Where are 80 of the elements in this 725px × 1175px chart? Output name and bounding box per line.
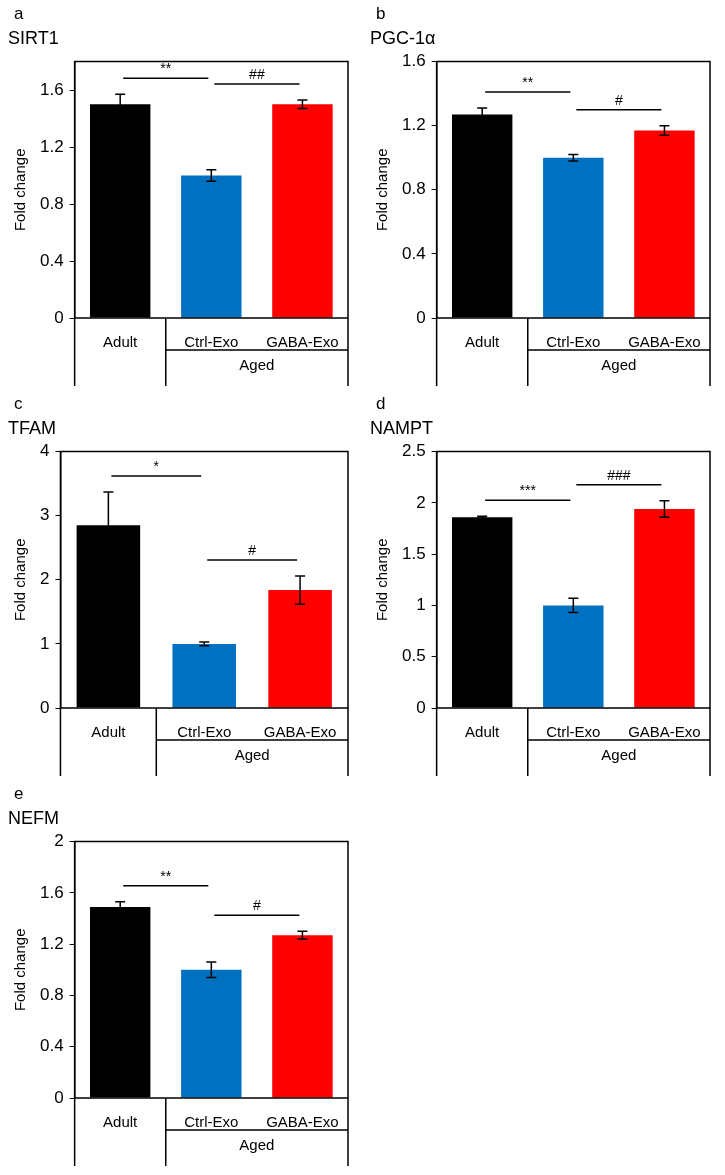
x-tick-label: Adult — [91, 723, 127, 741]
y-tick-label: 0.5 — [401, 646, 426, 666]
y-axis-title: Fold change — [11, 148, 29, 232]
x-tick-label: Ctrl-Exo — [184, 1113, 239, 1131]
y-tick-label: 1.2 — [401, 115, 426, 135]
text: a — [14, 3, 24, 23]
y-tick-label: 0.4 — [401, 243, 426, 263]
x-tick-label: GABA-Exo — [263, 723, 337, 741]
x-tick-label: GABA-Exo — [628, 333, 701, 351]
y-tick-label: 0.4 — [39, 250, 64, 270]
bar — [181, 969, 242, 1098]
x-tick-label: GABA-Exo — [266, 1113, 339, 1131]
y-tick-label: 0 — [416, 697, 426, 717]
bar — [543, 157, 604, 318]
y-axis-title: Fold change — [373, 538, 391, 622]
bar — [634, 130, 695, 318]
y-tick-label: 3 — [39, 505, 50, 525]
y-tick-label: 2 — [416, 492, 426, 512]
annotation: ## — [249, 65, 265, 82]
y-tick-label: 1.2 — [39, 933, 64, 953]
bar — [272, 935, 333, 1098]
y-tick-label: 1 — [416, 595, 426, 615]
text: d — [376, 393, 386, 413]
x-tick-label: Ctrl-Exo — [177, 723, 232, 741]
chart-title: PGC-1α — [370, 27, 436, 48]
annotation: # — [252, 897, 261, 914]
bar — [634, 509, 695, 708]
y-tick-label: 0 — [416, 307, 426, 327]
y-tick-label: 1.6 — [39, 882, 64, 902]
y-tick-label: 0.4 — [39, 1036, 64, 1056]
x-tick-label: GABA-Exo — [266, 333, 339, 351]
x-tick-label: Adult — [465, 333, 501, 351]
x-tick-label: Ctrl-Exo — [546, 723, 601, 741]
text: e — [14, 783, 24, 803]
annotation: ** — [522, 73, 534, 90]
y-tick-label: 0 — [54, 1087, 64, 1107]
annotation: # — [248, 541, 257, 558]
text: Aged — [601, 746, 637, 764]
annotation: * — [153, 457, 160, 474]
y-tick-label: 0.8 — [39, 985, 64, 1005]
y-axis-title: Fold change — [373, 148, 391, 232]
y-tick-label: 0 — [54, 307, 64, 327]
y-tick-label: 0 — [39, 697, 50, 717]
text: Aged — [239, 356, 275, 374]
text: Aged — [234, 746, 270, 764]
y-tick-label: 1.6 — [39, 79, 64, 99]
y-tick-label: 1 — [39, 633, 50, 653]
chart-title: TFAM — [8, 417, 56, 438]
annotation: *** — [519, 482, 537, 499]
y-tick-label: 4 — [39, 441, 50, 461]
annotation: ** — [160, 867, 172, 884]
bar — [543, 605, 604, 708]
x-tick-label: Ctrl-Exo — [546, 333, 601, 351]
text: b — [376, 3, 386, 23]
y-tick-label: 2 — [54, 831, 64, 851]
y-tick-label: 1.5 — [401, 543, 426, 563]
x-tick-label: Adult — [103, 1113, 139, 1131]
y-tick-label: 1.2 — [39, 136, 64, 156]
x-tick-label: Adult — [103, 333, 139, 351]
annotation: ### — [607, 466, 631, 483]
y-tick-label: 2.5 — [401, 441, 426, 461]
chart-title: NAMPT — [370, 417, 433, 438]
y-axis-title: Fold change — [11, 538, 29, 622]
text: Aged — [601, 356, 637, 374]
bar — [268, 590, 332, 708]
x-tick-label: GABA-Exo — [628, 723, 701, 741]
bar — [172, 643, 236, 708]
y-axis-title: Fold change — [11, 928, 29, 1012]
x-tick-label: Ctrl-Exo — [184, 333, 239, 351]
y-tick-label: 1.6 — [401, 51, 426, 71]
text: Aged — [239, 1136, 275, 1154]
annotation: ** — [160, 60, 172, 77]
y-tick-label: 0.8 — [401, 179, 426, 199]
text: c — [14, 393, 23, 413]
chart-title: NEFM — [8, 807, 59, 828]
x-tick-label: Adult — [465, 723, 501, 741]
chart-title: SIRT1 — [8, 27, 59, 48]
y-tick-label: 0.8 — [39, 193, 64, 213]
y-tick-label: 2 — [39, 569, 50, 589]
annotation: # — [614, 91, 623, 108]
